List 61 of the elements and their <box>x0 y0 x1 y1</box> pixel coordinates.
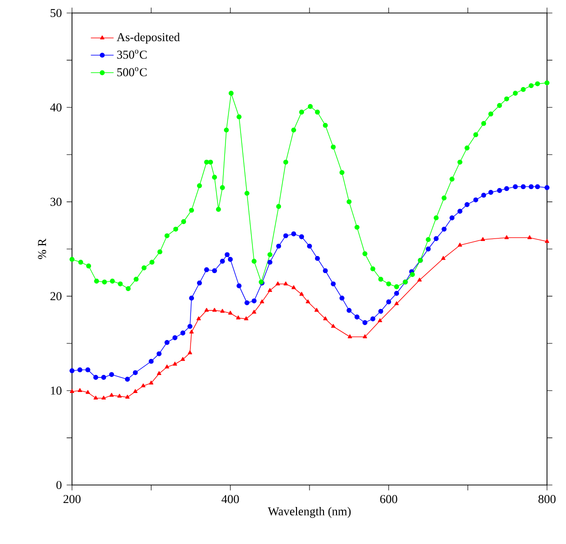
point <box>236 315 240 320</box>
x-axis-title: Wavelength (nm) <box>268 506 351 518</box>
x-tick-label: 800 <box>538 495 556 504</box>
x-tick-label: 200 <box>64 495 81 504</box>
point <box>306 299 310 304</box>
y-tick-label: 50 <box>50 8 62 18</box>
point <box>196 316 201 320</box>
point <box>220 308 225 313</box>
point <box>188 350 192 354</box>
point <box>94 396 98 400</box>
point <box>141 383 146 388</box>
point <box>109 392 114 397</box>
legend-label: 500$^{o}$C <box>117 67 147 76</box>
y-tick-label: 10 <box>51 386 62 395</box>
point <box>117 394 122 398</box>
point <box>164 364 170 368</box>
point <box>204 308 209 312</box>
point <box>544 238 550 243</box>
point <box>323 316 328 320</box>
y-tick-label: 20 <box>50 292 62 300</box>
point <box>480 237 486 241</box>
point <box>133 389 138 393</box>
point <box>125 394 130 399</box>
point <box>299 292 304 296</box>
point <box>441 256 446 260</box>
point <box>148 380 154 384</box>
point <box>189 330 194 334</box>
point <box>244 316 248 320</box>
point <box>527 235 532 240</box>
legend-label: 350$^{o}$C <box>117 50 147 59</box>
point <box>331 324 336 328</box>
point <box>180 356 186 361</box>
point <box>362 334 368 338</box>
point <box>458 242 462 247</box>
point <box>86 390 90 394</box>
point <box>268 288 272 292</box>
y-tick-label: 40 <box>50 103 62 112</box>
point <box>276 281 280 286</box>
point <box>291 285 296 290</box>
point <box>417 278 422 282</box>
point <box>284 281 288 286</box>
point <box>78 388 82 392</box>
y-axis-title: % R <box>38 238 46 260</box>
point <box>156 371 162 376</box>
point <box>314 308 319 312</box>
point <box>172 362 178 366</box>
point <box>70 389 74 393</box>
legend-label: As-deposited <box>116 32 180 44</box>
point <box>212 308 217 312</box>
point <box>504 235 509 240</box>
point <box>101 396 106 400</box>
point <box>252 310 256 314</box>
point <box>394 301 399 306</box>
x-tick-label: 400 <box>222 495 239 504</box>
x-tick-label: 600 <box>380 495 398 504</box>
point <box>228 310 233 315</box>
point <box>260 299 264 304</box>
point <box>378 318 382 322</box>
y-tick-label: 0 <box>56 480 62 490</box>
point <box>348 334 352 338</box>
y-tick-label: 30 <box>50 198 62 206</box>
